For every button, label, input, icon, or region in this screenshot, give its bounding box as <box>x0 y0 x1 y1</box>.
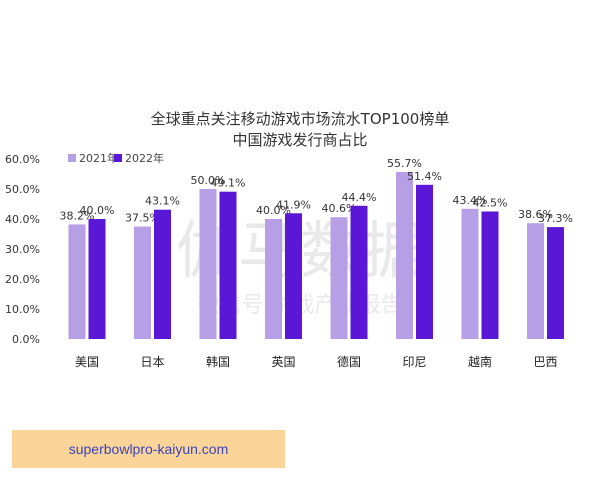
bar <box>330 217 348 339</box>
legend-entry: 2021年 <box>79 151 118 165</box>
data-label: 43.4% <box>453 194 488 207</box>
x-axis: 美国 日本 韩国 英国 德国 印尼 越南 巴西 <box>75 354 558 369</box>
data-label: 42.5% <box>473 197 508 210</box>
bar <box>88 219 106 339</box>
bar <box>481 211 499 339</box>
data-label: 40.6% <box>322 202 357 215</box>
data-label: 51.4% <box>407 170 442 183</box>
legend-swatch <box>114 154 122 162</box>
category-label: 韩国 <box>206 354 230 369</box>
promo-link[interactable]: superbowlpro-kaiyun.com <box>68 441 229 457</box>
legend-swatch <box>68 154 76 162</box>
category-label: 巴西 <box>533 355 557 369</box>
category-label: 英国 <box>271 355 295 369</box>
bars: 38.2%40.0%37.5%43.1%50.0%49.1%40.0%41.9%… <box>60 157 573 339</box>
data-label: 40.0% <box>80 204 115 217</box>
data-label: 49.1% <box>211 177 246 190</box>
bar <box>527 223 544 339</box>
y-tick-label: 60.0% <box>5 153 40 166</box>
data-label: 38.2% <box>60 209 95 222</box>
chart-subtitle: 中国游戏发行商占比 <box>232 131 367 149</box>
bar <box>461 208 479 339</box>
bar <box>285 213 302 339</box>
y-tick-label: 30.0% <box>5 243 40 256</box>
y-tick-label: 20.0% <box>5 273 40 286</box>
y-axis: 0.0% 10.0% 20.0% 30.0% 40.0% 50.0% 60.0% <box>5 153 40 346</box>
y-tick-label: 10.0% <box>5 303 40 316</box>
data-label: 44.4% <box>342 191 377 204</box>
bar <box>68 224 86 339</box>
bar-chart: 伽马数据 微信号 游戏产业报告 全球重点关注移动游戏市场流水TOP100榜单 中… <box>5 110 573 369</box>
category-label: 美国 <box>75 355 99 369</box>
data-label: 50.0% <box>191 174 226 187</box>
bar <box>199 189 217 339</box>
bar <box>154 209 171 339</box>
data-label: 41.9% <box>276 198 311 211</box>
data-label: 37.3% <box>538 212 573 225</box>
y-tick-label: 0.0% <box>12 333 40 346</box>
data-label: 37.5% <box>125 212 160 225</box>
category-label: 日本 <box>140 355 164 369</box>
category-label: 越南 <box>468 354 492 369</box>
bar <box>350 205 368 339</box>
bar <box>396 171 413 339</box>
y-tick-label: 40.0% <box>5 213 40 226</box>
data-label: 55.7% <box>387 157 422 170</box>
bar <box>134 226 151 339</box>
y-tick-label: 50.0% <box>5 183 40 196</box>
data-label: 43.1% <box>145 195 180 208</box>
data-label: 40.0% <box>256 204 291 217</box>
bar <box>547 227 564 339</box>
chart-legend: 2021年 2022年 <box>68 151 164 165</box>
chart-title: 全球重点关注移动游戏市场流水TOP100榜单 <box>151 110 450 128</box>
promo-banner[interactable]: superbowlpro-kaiyun.com <box>12 430 285 468</box>
legend-entry: 2022年 <box>125 151 164 165</box>
bar <box>416 184 433 339</box>
category-label: 德国 <box>337 354 361 369</box>
data-label: 38.6% <box>518 208 553 221</box>
category-label: 印尼 <box>402 355 426 369</box>
bar <box>219 191 237 339</box>
bar <box>265 219 282 339</box>
